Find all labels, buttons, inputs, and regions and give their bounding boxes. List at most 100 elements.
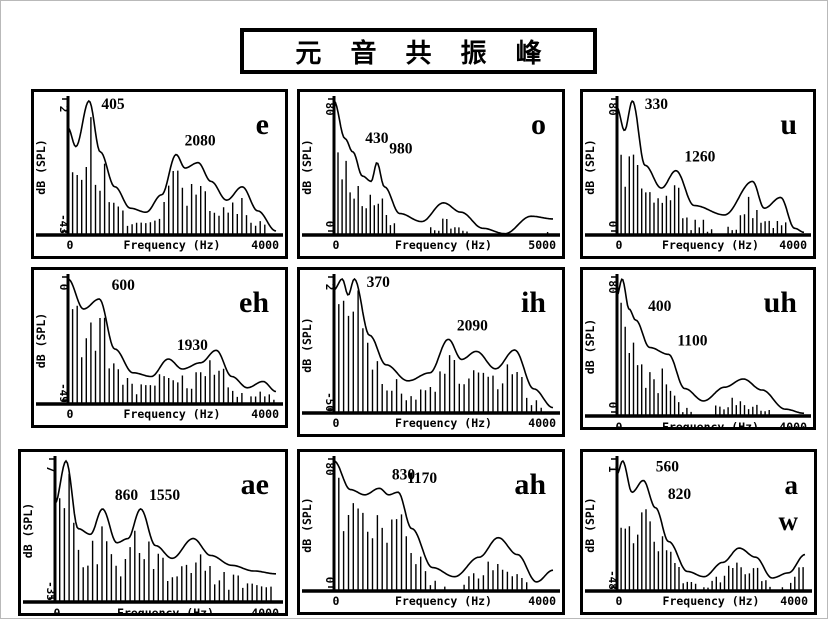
vowel-label-line: o <box>531 108 546 141</box>
y-axis-ticks <box>611 98 617 232</box>
vowel-label-line: ae <box>241 468 269 501</box>
spectrum-plot: 80 0 dB (SPL) 0 Frequency (Hz) 4000 400 1… <box>583 274 811 427</box>
y-min-label: 0 <box>606 221 619 228</box>
spectral-envelope-series <box>616 278 805 415</box>
spectrum-panel-ae: 7 -35 dB (SPL) 0 Frequency (Hz) 4000 860… <box>18 449 288 616</box>
x-max-label: 4000 <box>528 594 556 608</box>
x-min-label: 0 <box>616 238 623 252</box>
y-max-label: 7 <box>44 466 57 473</box>
spectrum-plot: 7 -35 dB (SPL) 0 Frequency (Hz) 4000 860… <box>21 456 283 613</box>
formant-label: 330 <box>645 96 669 113</box>
y-min-label: -48 <box>606 570 619 590</box>
vowel-label: o <box>531 108 546 141</box>
spectral-envelope-series <box>54 459 276 575</box>
x-axis-label: Frequency (Hz) <box>395 238 492 252</box>
spectrum-panel-eh: 0 -49 dB (SPL) 0 Frequency (Hz) 4000 600… <box>31 267 288 428</box>
harmonic-spectrum-series <box>338 477 528 591</box>
x-axis-label: Frequency (Hz) <box>662 238 759 252</box>
x-min-label: 0 <box>333 594 340 608</box>
y-axis-label: dB (SPL) <box>300 139 314 194</box>
spectral-envelope-series <box>333 100 553 235</box>
y-min-label: -43 <box>57 214 70 234</box>
y-axis-label: dB (SPL) <box>583 139 597 194</box>
y-max-label: 80 <box>323 102 336 115</box>
spectral-envelope-series <box>333 277 554 409</box>
vowel-label: ah <box>514 468 546 501</box>
spectrum-panel-ih: 2 -50 dB (SPL) 0 Frequency (Hz) 4000 370… <box>297 267 565 437</box>
harmonic-spectrum-series <box>338 290 542 413</box>
y-axis-label: dB (SPL) <box>583 497 597 552</box>
y-axis-ticks <box>62 98 68 232</box>
y-max-label: 0 <box>57 284 70 291</box>
vowel-label: uh <box>764 286 798 319</box>
x-min-label: 0 <box>67 238 74 252</box>
spectrum-plot: 80 0 dB (SPL) 0 Frequency (Hz) 5000 4309… <box>300 96 560 252</box>
y-axis-ticks <box>328 276 334 410</box>
harmonic-spectrum-series <box>620 509 804 591</box>
vowel-label: ae <box>241 468 269 501</box>
x-axis-label: Frequency (Hz) <box>124 238 221 252</box>
formant-label: 405 <box>101 96 125 113</box>
x-min-label: 0 <box>54 606 61 613</box>
x-axis-label: Frequency (Hz) <box>395 594 492 608</box>
y-axis-ticks <box>328 458 334 588</box>
spectrum-plot: 0 -49 dB (SPL) 0 Frequency (Hz) 4000 600… <box>34 274 283 421</box>
formant-label: 370 <box>367 274 391 291</box>
formant-label: 400 <box>648 298 672 315</box>
y-max-label: 1 <box>606 466 619 473</box>
formant-label: 830 <box>392 466 416 483</box>
vowel-label-line: ah <box>514 468 546 501</box>
formant-label: 1550 <box>149 487 180 504</box>
formant-label: 1170 <box>407 470 437 487</box>
spectrum-plot: 1 -48 dB (SPL) 0 Frequency (Hz) 4000 560… <box>583 456 812 608</box>
spectrum-plot: 80 0 dB (SPL) 0 Frequency (Hz) 4000 8301… <box>300 456 560 608</box>
x-min-label: 0 <box>333 416 340 430</box>
harmonic-spectrum-series <box>337 152 549 235</box>
x-axis-label: Frequency (Hz) <box>663 594 760 608</box>
harmonic-spectrum-series <box>620 154 787 235</box>
spectrum-panel-e: 2 -43 dB (SPL) 0 Frequency (Hz) 4000 405… <box>31 89 288 259</box>
formant-label: 1260 <box>684 149 715 166</box>
x-max-label: 4000 <box>780 594 808 608</box>
y-axis-ticks <box>611 458 617 588</box>
spectrum-plot: 80 0 dB (SPL) 0 Frequency (Hz) 4000 330 1… <box>583 96 811 252</box>
vowel-label: e <box>256 108 269 141</box>
vowel-label-line: ih <box>521 286 546 319</box>
vowel-label-line: eh <box>239 286 269 319</box>
vowel-label-line: uh <box>764 286 798 319</box>
y-axis-ticks <box>328 98 334 232</box>
x-axis-label: Frequency (Hz) <box>117 606 214 613</box>
formant-label: 430 <box>365 130 389 147</box>
x-max-label: 5000 <box>528 238 556 252</box>
spectrum-plot: 2 -43 dB (SPL) 0 Frequency (Hz) 4000 405… <box>34 96 283 252</box>
formant-label: 860 <box>115 487 139 504</box>
y-axis-label: dB (SPL) <box>300 317 314 372</box>
spectrum-panel-a-w: 1 -48 dB (SPL) 0 Frequency (Hz) 4000 560… <box>580 449 817 615</box>
x-max-label: 4000 <box>251 606 279 613</box>
spectral-envelope-series <box>67 278 277 393</box>
y-axis-label: dB (SPL) <box>34 139 48 194</box>
y-axis-ticks <box>62 276 68 401</box>
y-axis-ticks <box>49 458 55 599</box>
x-min-label: 0 <box>67 407 74 421</box>
spectral-envelope-series <box>67 99 277 232</box>
spectrum-panel-uh: 80 0 dB (SPL) 0 Frequency (Hz) 4000 400 1… <box>580 267 816 430</box>
vowel-label: eh <box>239 286 269 319</box>
vowel-label-line: w <box>779 506 799 536</box>
y-min-label: 0 <box>323 221 336 228</box>
y-min-label: -50 <box>323 392 336 412</box>
spectrum-panel-ah: 80 0 dB (SPL) 0 Frequency (Hz) 4000 830 1… <box>297 449 565 615</box>
formant-label: 2080 <box>185 133 216 150</box>
y-max-label: 80 <box>606 280 619 293</box>
y-max-label: 2 <box>323 284 336 291</box>
y-max-label: 2 <box>57 106 70 113</box>
harmonic-spectrum-series <box>59 473 272 602</box>
y-max-label: 80 <box>323 462 336 475</box>
y-max-label: 80 <box>606 102 619 115</box>
x-max-label: 4000 <box>251 407 279 421</box>
formant-label: 980 <box>389 141 413 158</box>
x-axis-label: Frequency (Hz) <box>662 420 759 427</box>
vowel-label: u <box>780 108 797 141</box>
